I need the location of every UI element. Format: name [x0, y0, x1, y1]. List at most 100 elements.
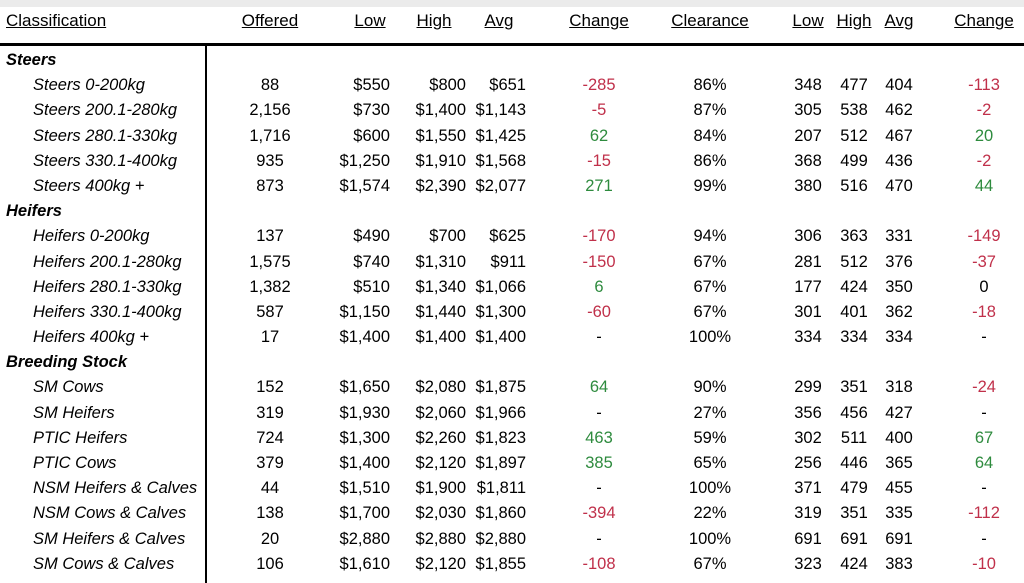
change-cell: -	[596, 328, 602, 347]
avg-ckg-cell: 376	[885, 252, 913, 271]
classification-cell: Heifers 0-200kg	[33, 227, 150, 246]
avg-price-cell: $1,823	[475, 428, 526, 447]
clearance-cell: 86%	[693, 151, 727, 170]
low-price-cell: $1,300	[339, 428, 390, 447]
low-ckg-cell: 301	[794, 302, 822, 321]
change-cell: -	[596, 403, 602, 422]
high-ckg-cell: 401	[840, 302, 868, 321]
avg-ckg-cell: 400	[885, 428, 913, 447]
avg-ckg-cell: 334	[885, 328, 913, 347]
table-row: Heifers 200.1-280kg 1,575 $740 $1,310 $911 -1…	[0, 250, 1024, 275]
table-row: Steers 200.1-280kg 2,156 $730 $1,400 $1,143 -…	[0, 98, 1024, 123]
classification-cell: Steers 280.1-330kg	[33, 126, 178, 145]
avg-ckg-cell: 383	[885, 554, 913, 573]
low-price-cell: $730	[353, 101, 390, 120]
high-ckg-cell: 446	[840, 454, 868, 472]
classification-cell: Steers 200.1-280kg	[33, 101, 178, 120]
group-header-row: Heifers	[0, 199, 1024, 224]
high-ckg-cell: 538	[840, 101, 868, 120]
low-ckg-cell: 299	[794, 378, 822, 397]
table-row: PTIC Cows 379 $1,400 $2,120 $1,897 385 65% 256 4…	[0, 451, 1024, 476]
low-price-cell: $2,880	[339, 529, 390, 548]
change-cell: -60	[587, 302, 611, 321]
avg-ckg-cell: 335	[885, 504, 913, 523]
clearance-cell: 84%	[693, 126, 727, 145]
change-ckg-cell: -2	[976, 151, 992, 170]
classification-cell: Heifers 400kg +	[33, 328, 150, 347]
change-ckg-cell: -	[981, 328, 987, 347]
clearance-cell: 100%	[688, 328, 732, 347]
header-clearance: Clearance	[671, 11, 749, 30]
low-ckg-cell: 207	[794, 126, 822, 145]
low-price-cell: $1,150	[339, 302, 390, 321]
classification-cell: Heifers 280.1-330kg	[33, 277, 182, 296]
low-ckg-cell: 356	[794, 403, 822, 422]
change-ckg-cell: 67	[974, 428, 994, 447]
avg-ckg-cell: 350	[885, 277, 913, 296]
low-price-cell: $1,700	[339, 504, 390, 523]
low-price-cell: $1,574	[339, 176, 390, 195]
change-ckg-cell: 64	[974, 454, 994, 472]
change-cell: -394	[582, 504, 616, 523]
change-cell: -285	[582, 76, 616, 95]
change-cell: 463	[585, 428, 613, 447]
avg-price-cell: $1,300	[475, 302, 526, 321]
clearance-cell: 67%	[693, 554, 727, 573]
avg-ckg-cell: 404	[885, 76, 913, 95]
change-cell: 6	[594, 277, 604, 296]
table-row: Steers 280.1-330kg 1,716 $600 $1,550 $1,425 6…	[0, 124, 1024, 149]
change-cell: -170	[582, 227, 616, 246]
high-ckg-cell: 363	[840, 227, 868, 246]
header-offered: Offered	[241, 11, 299, 30]
high-ckg-cell: 691	[840, 529, 868, 548]
avg-price-cell: $2,880	[475, 529, 526, 548]
classification-column-divider	[205, 46, 207, 583]
group-header-row: Breeding Stock	[0, 350, 1024, 375]
avg-ckg-cell: 467	[885, 126, 913, 145]
table-row: Steers 400kg + 873 $1,574 $2,390 $2,077 271 99…	[0, 174, 1024, 199]
avg-price-cell: $1,143	[475, 101, 526, 120]
avg-ckg-cell: 318	[885, 378, 913, 397]
low-ckg-cell: 302	[794, 428, 822, 447]
change-ckg-cell: -24	[972, 378, 996, 397]
change-ckg-cell: -149	[967, 227, 1001, 246]
avg-ckg-cell: 470	[885, 176, 913, 195]
low-ckg-cell: 380	[794, 176, 822, 195]
offered-cell: 152	[256, 378, 284, 397]
avg-price-cell: $911	[490, 252, 526, 271]
change-cell: 62	[589, 126, 609, 145]
avg-price-cell: $651	[489, 76, 526, 95]
avg-price-cell: $1,897	[475, 454, 526, 472]
header-classification: Classification	[6, 11, 107, 30]
avg-ckg-cell: 427	[885, 403, 913, 422]
change-cell: -	[596, 529, 602, 548]
low-ckg-cell: 281	[794, 252, 822, 271]
offered-cell: 17	[260, 328, 280, 347]
table-row: NSM Cows & Calves 138 $1,700 $2,030 $1,860 -3…	[0, 501, 1024, 526]
high-price-cell: $2,120	[415, 554, 466, 573]
change-ckg-cell: 0	[979, 277, 989, 296]
header-high: High	[416, 11, 452, 30]
avg-price-cell: $1,855	[475, 554, 526, 573]
offered-cell: 1,575	[249, 252, 291, 271]
avg-ckg-cell: 362	[885, 302, 913, 321]
avg-price-cell: $1,568	[475, 151, 526, 170]
high-price-cell: $1,550	[415, 126, 466, 145]
low-ckg-cell: 256	[794, 454, 822, 472]
high-price-cell: $1,310	[415, 252, 466, 271]
change-cell: -	[596, 479, 602, 498]
high-ckg-cell: 477	[840, 76, 868, 95]
top-strip	[0, 0, 1024, 7]
header-low: Low	[354, 11, 386, 30]
table-row: Heifers 330.1-400kg 587 $1,150 $1,440 $1,300…	[0, 300, 1024, 325]
change-ckg-cell: -113	[968, 76, 1000, 95]
change-ckg-cell: -10	[972, 554, 996, 573]
table-row: NSM Heifers & Calves 44 $1,510 $1,900 $1,811…	[0, 476, 1024, 501]
avg-price-cell: $1,066	[475, 277, 526, 296]
clearance-cell: 87%	[693, 101, 727, 120]
header-divider	[0, 43, 1024, 46]
offered-cell: 319	[256, 403, 284, 422]
header-high-ckg: High	[836, 11, 872, 30]
high-price-cell: $2,060	[415, 403, 466, 422]
offered-cell: 88	[260, 76, 280, 95]
